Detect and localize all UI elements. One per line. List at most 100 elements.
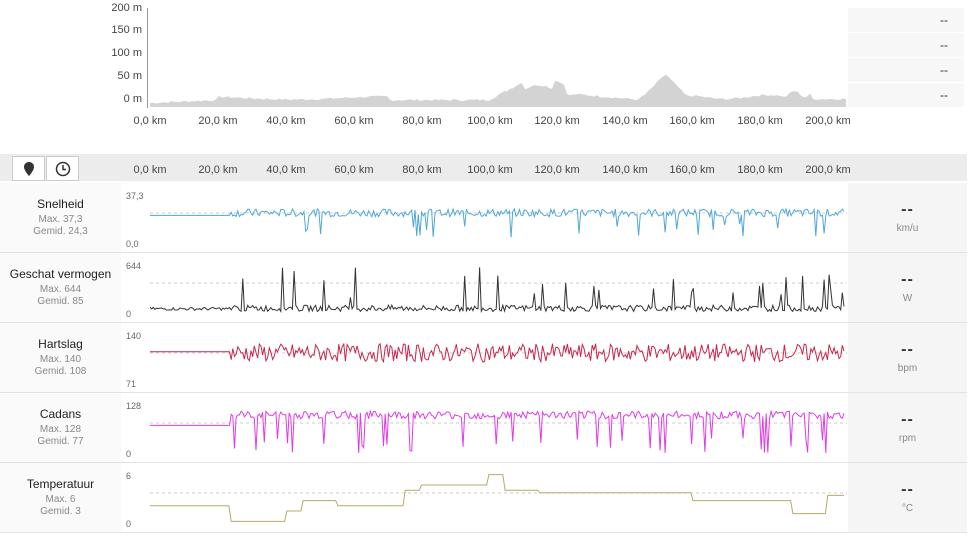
distance-axis-tick: 20,0 km [198, 164, 238, 176]
metric-max: Max. 6 [45, 494, 76, 505]
metric-line-plot [150, 409, 847, 453]
clock-icon [55, 161, 70, 176]
metric-unit: km/u [896, 223, 919, 234]
distance-axis-tick: 80,0 km [402, 164, 442, 176]
metric-max: Max. 37,3 [38, 214, 83, 225]
metric-max: Max. 128 [39, 424, 82, 435]
map-view-button[interactable] [12, 156, 45, 181]
elevation-x-tick: 20,0 km [198, 115, 238, 127]
metric-name: Geschat vermogen [9, 267, 112, 281]
time-view-button[interactable] [46, 156, 79, 181]
metric-line-plot [150, 342, 847, 364]
elevation-y-tick: 200 m [111, 2, 142, 14]
metric-average: Gemid. 85 [37, 296, 84, 307]
metric-chart-min-tick: 0,0 [126, 239, 139, 249]
distance-axis-tick: 40,0 km [266, 164, 306, 176]
metric-chart-min-tick: 0 [126, 309, 132, 319]
distance-axis-tick: 120,0 km [534, 164, 580, 176]
metric-unit: °C [901, 503, 914, 514]
distance-axis-tick: 200,0 km [805, 164, 851, 176]
elevation-stat-value: -- [848, 8, 964, 32]
metric-chart[interactable]: 140 71 [122, 323, 847, 393]
metric-average: Gemid. 77 [37, 436, 84, 447]
metric-series-line [150, 207, 845, 238]
metric-series-line [150, 267, 845, 314]
metric-current-value: -- [901, 481, 914, 498]
row-divider [0, 322, 967, 323]
metric-current-value-panel: -- °C [848, 463, 967, 533]
metric-chart-max-tick: 140 [126, 331, 142, 341]
metric-label-panel: Hartslag Max. 140 Gemid. 108 [0, 323, 121, 393]
metric-current-value-panel: -- W [848, 253, 967, 323]
metric-line-plot [150, 207, 847, 238]
elevation-x-tick: 0,0 km [133, 115, 167, 127]
metric-label-panel: Geschat vermogen Max. 644 Gemid. 85 [0, 253, 121, 323]
metric-name: Temperatuur [26, 477, 95, 491]
elevation-x-tick: 60,0 km [334, 115, 374, 127]
metric-chart-max-tick: 128 [126, 401, 142, 411]
row-divider [0, 462, 967, 463]
metric-label-panel: Temperatuur Max. 6 Gemid. 3 [0, 463, 121, 533]
metric-unit: rpm [898, 433, 917, 444]
metric-chart[interactable]: 128 0 [122, 393, 847, 463]
distance-axis-tick: 100,0 km [467, 164, 513, 176]
metric-current-value-panel: -- rpm [848, 393, 967, 463]
elevation-stat-value: -- [848, 83, 964, 107]
metric-name: Cadans [39, 407, 82, 421]
distance-axis-tick: 160,0 km [669, 164, 715, 176]
metric-line-plot [150, 474, 847, 522]
metric-unit: W [902, 293, 913, 304]
metric-name: Hartslag [38, 337, 83, 351]
elevation-x-tick: 160,0 km [669, 115, 715, 127]
metric-current-value: -- [901, 271, 914, 288]
metric-chart-min-tick: 0 [126, 519, 132, 529]
metric-chart-min-tick: 0 [126, 449, 132, 459]
metric-series-line [150, 409, 845, 453]
metric-average: Gemid. 3 [40, 506, 81, 517]
metric-line-plot [150, 267, 847, 314]
metric-series-line [150, 342, 845, 364]
elevation-fill [150, 74, 846, 107]
map-pin-icon [23, 161, 34, 176]
elevation-y-axis-line [147, 8, 148, 108]
elevation-y-tick: 100 m [111, 47, 142, 59]
metric-unit: bpm [897, 363, 918, 374]
metric-series-line [150, 474, 844, 522]
row-divider [0, 532, 967, 533]
row-divider [0, 252, 967, 253]
metric-chart[interactable]: 37,3 0,0 [122, 183, 847, 253]
elevation-x-tick: 200,0 km [805, 115, 851, 127]
metric-chart-max-tick: 37,3 [126, 191, 144, 201]
elevation-x-tick: 120,0 km [534, 115, 580, 127]
metric-average: Gemid. 108 [34, 366, 87, 377]
elevation-y-tick: 150 m [111, 24, 142, 36]
distance-axis-tick: 140,0 km [602, 164, 648, 176]
row-divider [0, 392, 967, 393]
metric-max: Max. 644 [39, 284, 82, 295]
metric-chart-min-tick: 71 [126, 379, 137, 389]
metric-label-panel: Snelheid Max. 37,3 Gemid. 24,3 [0, 183, 121, 253]
distance-axis-tick: 60,0 km [334, 164, 374, 176]
metric-chart-max-tick: 6 [126, 471, 132, 481]
metric-label-panel: Cadans Max. 128 Gemid. 77 [0, 393, 121, 463]
metric-current-value-panel: -- km/u [848, 183, 967, 253]
metric-max: Max. 140 [39, 354, 82, 365]
metric-chart[interactable]: 644 0 [122, 253, 847, 323]
elevation-x-tick: 100,0 km [467, 115, 513, 127]
metric-name: Snelheid [37, 197, 84, 211]
elevation-x-tick: 40,0 km [266, 115, 306, 127]
elevation-x-tick: 80,0 km [402, 115, 442, 127]
elevation-stat-value: -- [848, 58, 964, 82]
distance-axis-tick: 0,0 km [133, 164, 167, 176]
elevation-stat-value: -- [848, 33, 964, 57]
elevation-y-tick: 50 m [117, 70, 142, 82]
elevation-x-tick: 140,0 km [602, 115, 648, 127]
metric-current-value: -- [901, 341, 914, 358]
elevation-x-tick: 180,0 km [737, 115, 783, 127]
metric-current-value: -- [901, 201, 914, 218]
elevation-profile-area [150, 74, 846, 107]
distance-axis-tick: 180,0 km [737, 164, 783, 176]
metric-average: Gemid. 24,3 [33, 226, 88, 237]
